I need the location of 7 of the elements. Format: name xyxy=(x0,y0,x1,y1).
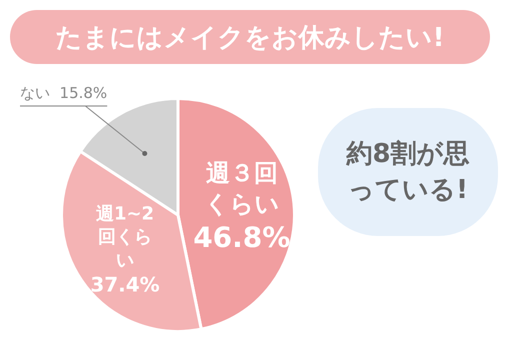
slice-label: 週1~2回くらい xyxy=(94,203,154,272)
data-label: 46.8% xyxy=(193,221,290,254)
slice-label: 週３回くらい xyxy=(204,159,280,218)
text: 約8割が思っている! xyxy=(318,108,498,236)
chart-title: たまにはメイクをお休みしたい! xyxy=(10,10,490,64)
data-label: 37.4% xyxy=(90,272,160,296)
slice-label: ない 15.8% xyxy=(20,84,108,102)
